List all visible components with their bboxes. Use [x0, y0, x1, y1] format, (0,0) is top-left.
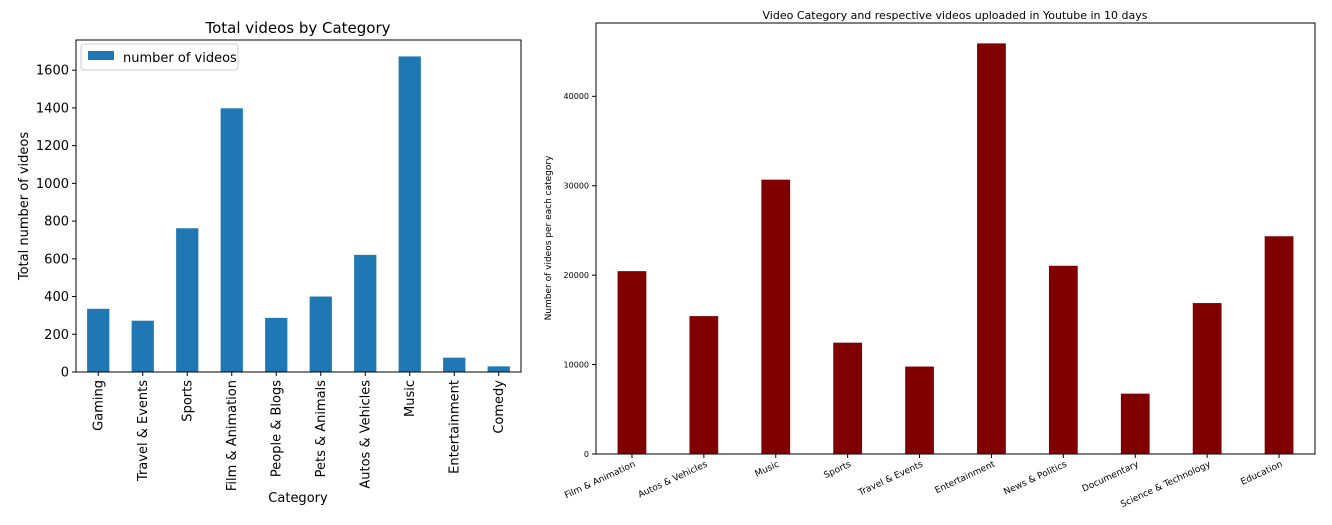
chart1-y-tick-label: 600 — [44, 252, 69, 267]
chart2-bar — [761, 179, 791, 455]
chart1-x-tick-label: Travel & Events — [136, 380, 151, 482]
chart1-y-tick-label: 0 — [61, 366, 69, 381]
chart2-plot-frame — [595, 22, 1316, 455]
chart1-y-tick-label: 1600 — [36, 64, 69, 79]
chart2-bar — [689, 316, 719, 454]
chart1-bar — [398, 56, 421, 372]
chart1-bar — [354, 254, 377, 372]
chart2-x-tick-label: Film & Animation — [563, 460, 637, 502]
chart2-bar — [833, 342, 863, 454]
chart2-bar — [905, 366, 934, 454]
chart1-x-tick-label: People & Blogs — [269, 380, 284, 477]
chart2-x-tick-label: Entertainment — [934, 459, 998, 496]
chart2-y-axis-label: Number of videos per each category — [544, 155, 554, 321]
chart1-x-tick-label: Sports — [180, 380, 195, 422]
chart1-bar — [131, 320, 154, 372]
chart2-y-tick-label: 30000 — [564, 182, 589, 191]
chart1-x-tick-label: Music — [403, 380, 418, 417]
chart1-x-tick-label: Autos & Vehicles — [358, 380, 373, 489]
chart2-bar — [1048, 265, 1078, 454]
chart1-bar — [443, 357, 466, 372]
chart1-x-tick-label: Entertainment — [447, 380, 462, 474]
chart1-y-tick-label: 200 — [44, 328, 69, 343]
chart1-bar — [309, 296, 332, 372]
chart2-x-tick-label: Autos & Vehicles — [637, 460, 710, 501]
chart-total-videos-by-category: Total videos by Category 0 200 400 600 800 10… — [17, 19, 522, 506]
chart1-x-tick-label: Comedy — [492, 380, 507, 434]
chart1-bar — [87, 308, 110, 372]
chart1-x-tick-label: Pets & Animals — [314, 380, 329, 478]
chart2-bar — [1192, 303, 1222, 454]
chart2-title: Video Category and respective videos upl… — [763, 9, 1148, 22]
chart1-y-tick-label: 1400 — [36, 101, 69, 116]
chart2-bar — [617, 271, 647, 454]
chart2-bar — [977, 43, 1006, 455]
chart2-x-tick-label: News & Politics — [1002, 460, 1068, 498]
chart2-y-tick-label: 0 — [584, 450, 589, 459]
chart1-bar — [176, 228, 199, 372]
chart1-legend-frame — [80, 43, 239, 71]
chart1-bar — [265, 317, 288, 372]
chart2-x-tick-label: Travel & Events — [856, 460, 925, 499]
chart2-x-tick-label: Sports — [823, 460, 854, 481]
chart1-y-tick-label: 1200 — [36, 139, 69, 154]
chart2-bar — [1264, 236, 1294, 454]
chart1-legend-label: number of videos — [123, 51, 237, 66]
chart1-x-tick-label: Gaming — [91, 380, 106, 431]
chart1-y-tick-label: 1000 — [36, 177, 69, 192]
chart1-title: Total videos by Category — [204, 19, 390, 37]
chart1-x-tick-label: Film & Animation — [225, 380, 240, 491]
chart1-x-axis-label: Category — [268, 491, 328, 506]
chart1-plot-frame — [75, 39, 522, 373]
chart2-y-tick-label: 40000 — [564, 92, 589, 101]
chart2-x-tick-label: Documentary — [1081, 459, 1141, 494]
chart1-bar — [487, 366, 510, 372]
chart2-x-tick-label: Education — [1239, 460, 1284, 488]
chart1-legend-swatch — [88, 51, 114, 60]
chart1-legend: number of videos — [80, 43, 239, 71]
chart1-y-tick-label: 400 — [44, 290, 69, 305]
chart2-y-tick-label: 10000 — [564, 360, 589, 369]
chart2-x-tick-label: Music — [754, 460, 781, 480]
chart1-y-tick-label: 800 — [44, 215, 69, 230]
chart2-bar — [1120, 393, 1150, 454]
chart1-bar — [220, 108, 243, 372]
chart1-y-axis-label: Total number of videos — [17, 132, 32, 282]
chart2-y-tick-label: 20000 — [564, 271, 589, 280]
